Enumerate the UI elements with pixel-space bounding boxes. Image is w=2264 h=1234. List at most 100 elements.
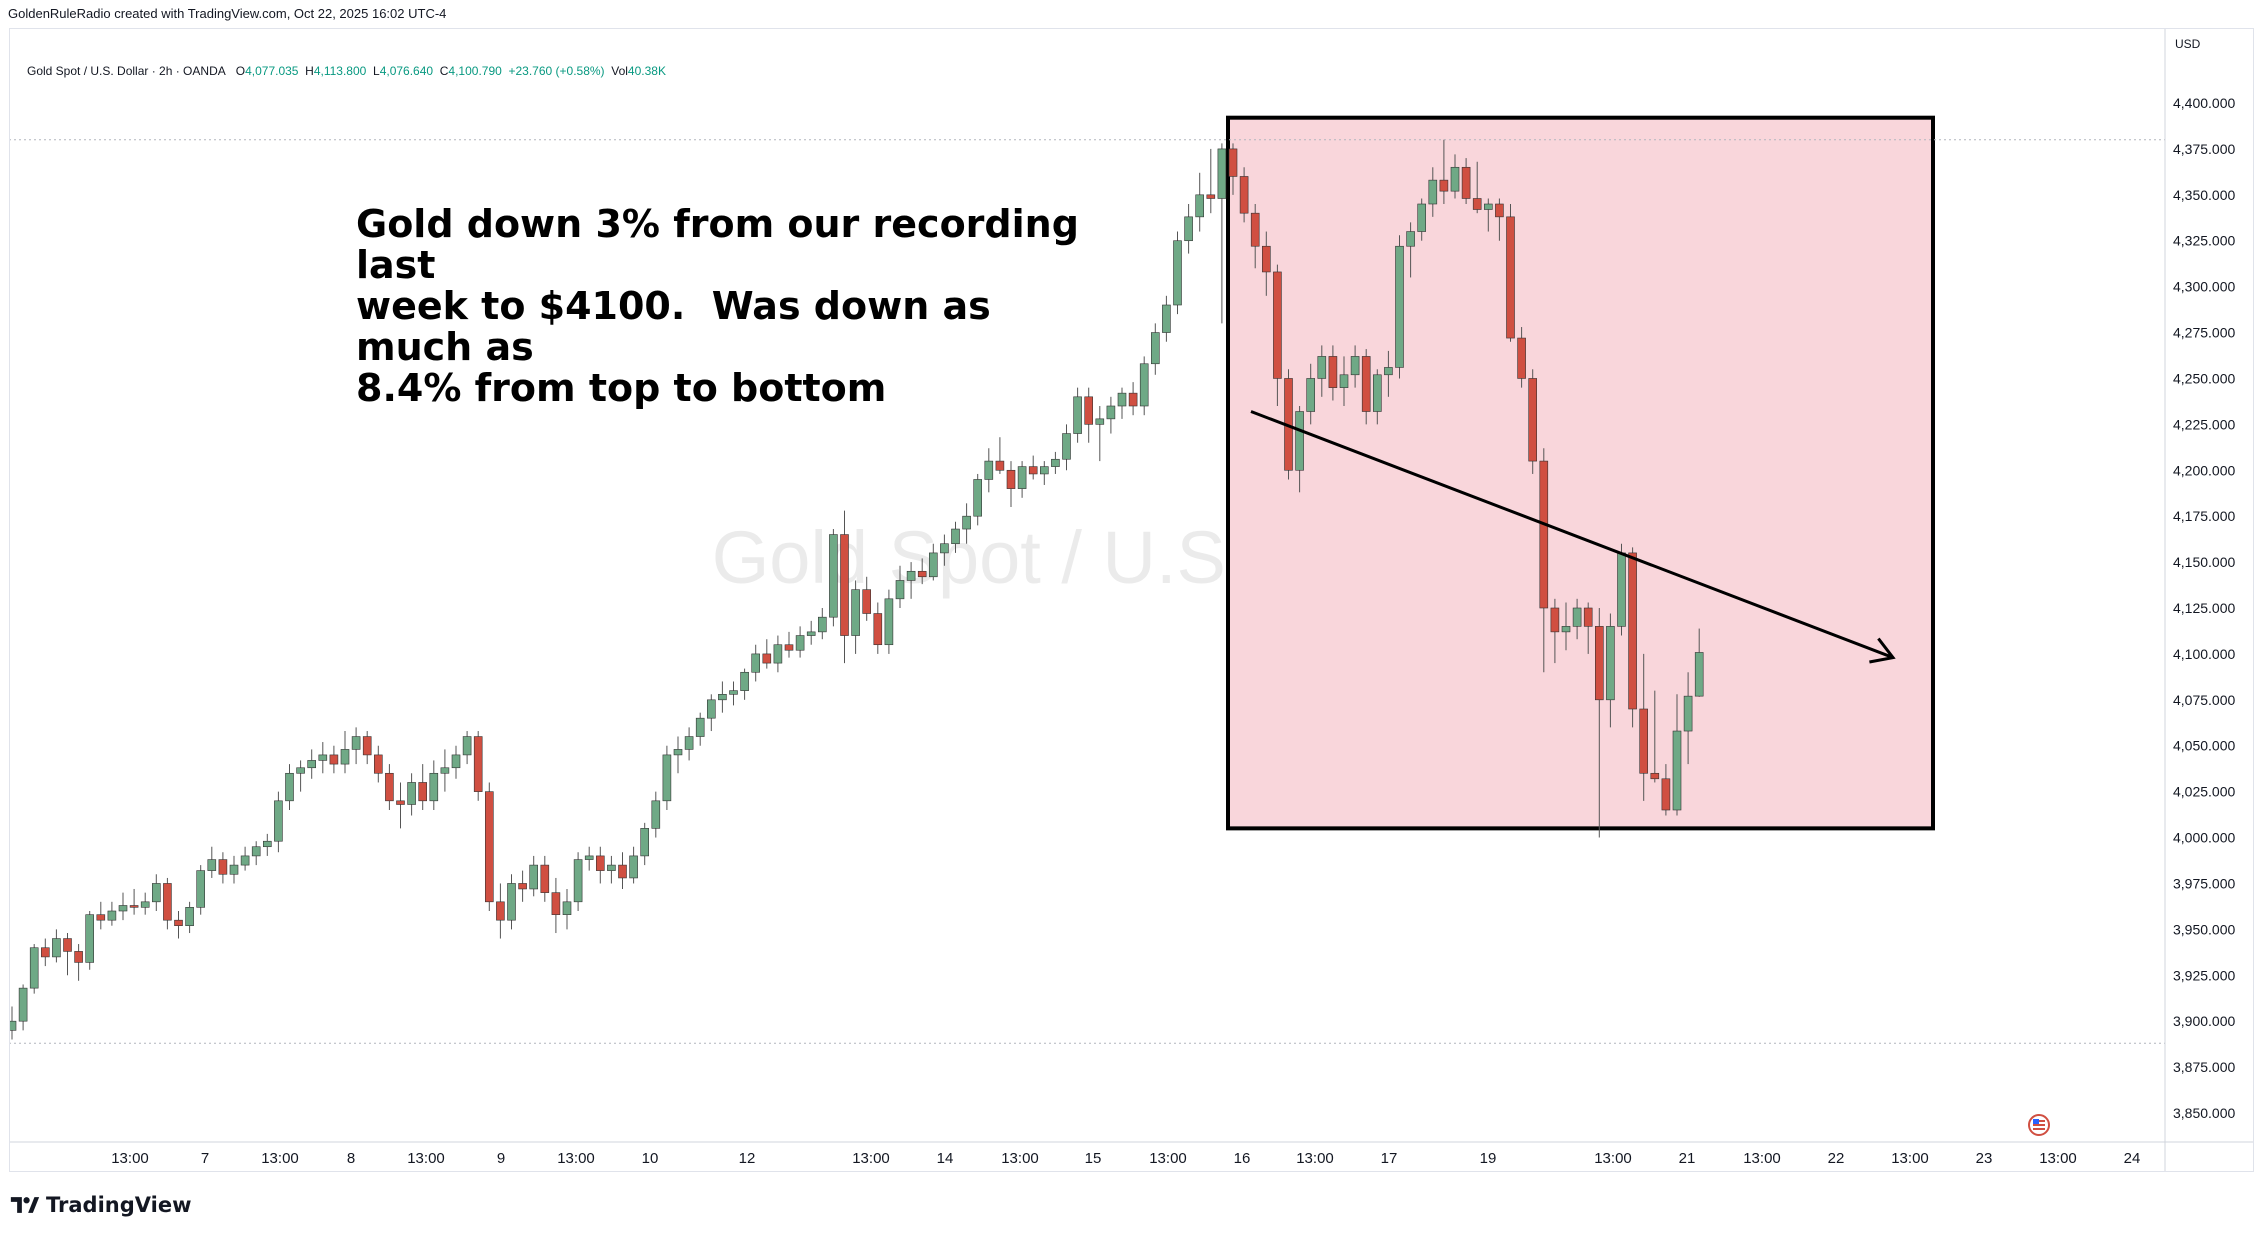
highlight-box	[1226, 115, 1935, 831]
price-tick-4: 3,950.000	[2173, 921, 2235, 937]
chart-outline	[9, 28, 2254, 1172]
trend-arrow-head	[1869, 637, 1896, 664]
price-tick-3: 3,925.000	[2173, 967, 2235, 983]
price-tick-8: 4,050.000	[2173, 738, 2235, 754]
candle-50	[562, 901, 572, 915]
reference-lines	[9, 139, 2165, 1044]
candlestick-chart[interactable]: Gold Spot / U.S. Dollar USD 3,850.0003,8…	[9, 28, 2254, 1178]
price-tick-5: 3,975.000	[2173, 875, 2235, 891]
candle-137	[1528, 378, 1537, 462]
candle-52	[584, 855, 594, 860]
candle-84	[940, 543, 949, 554]
candle-127	[1417, 203, 1426, 232]
time-tick-3: 8	[347, 1150, 355, 1167]
candle-16	[185, 907, 194, 926]
time-tick-0: 13:00	[111, 1150, 149, 1167]
legend-low: 4,076.640	[379, 64, 434, 78]
candle-22	[251, 846, 261, 857]
candle-114	[1273, 271, 1282, 379]
candle-110	[1228, 148, 1238, 177]
candle-57	[640, 828, 650, 857]
candle-9	[107, 910, 117, 921]
candle-151	[1683, 695, 1693, 732]
candle-75	[840, 534, 849, 636]
chart-frame: Gold Spot / U.S. Dollar USD 3,850.000 3,8…	[9, 28, 2254, 1178]
candle-150	[1672, 730, 1682, 811]
time-tick-15: 13:00	[1296, 1150, 1334, 1167]
candle-85	[951, 528, 960, 545]
candle-23	[263, 840, 272, 848]
candle-18	[207, 859, 217, 871]
time-axis[interactable]: 13:00 7 13:00 8 13:00 9 13:00 10 12 13:00 14 13:00 1…	[111, 1150, 2140, 1167]
candle-73	[817, 616, 827, 633]
candle-86	[962, 515, 971, 530]
candle-29	[329, 754, 339, 765]
price-axis[interactable]: 3,850.000 3,875.000 3,900.000 3,925.000 3,95…	[2173, 95, 2235, 1121]
time-tick-17: 19	[1480, 1150, 1497, 1167]
candle-17	[196, 870, 205, 908]
price-tick-19: 4,325.000	[2173, 233, 2235, 249]
candle-24	[274, 800, 283, 842]
candle-67	[751, 653, 761, 673]
candle-125	[1395, 245, 1404, 368]
candle-47	[529, 864, 539, 890]
candle-45	[507, 883, 516, 921]
time-tick-11: 13:00	[1001, 1150, 1039, 1167]
candle-12	[140, 901, 150, 908]
candle-56	[629, 855, 638, 879]
legend-close: 4,100.790	[448, 64, 502, 78]
legend-change: +23.760 (+0.58%)	[508, 64, 605, 78]
candle-27	[307, 760, 317, 769]
candle-77	[862, 589, 872, 614]
time-tick-25: 24	[2124, 1150, 2141, 1167]
candle-7	[85, 914, 94, 963]
candle-111	[1239, 176, 1249, 214]
price-tick-14: 4,200.000	[2173, 462, 2235, 478]
chart-credit: GoldenRuleRadio created with TradingView…	[8, 6, 447, 21]
candle-64	[718, 694, 727, 701]
candle-107	[1195, 194, 1204, 218]
candle-4	[52, 938, 61, 958]
annotation-text: Gold down 3% from our recording last wee…	[356, 202, 1079, 410]
candle-65	[729, 690, 738, 695]
tradingview-brand[interactable]: TradingView	[46, 1193, 192, 1217]
us-flag-icon[interactable]	[2028, 1114, 2050, 1136]
price-tick-16: 4,250.000	[2173, 370, 2235, 386]
price-tick-0: 3,850.000	[2173, 1105, 2235, 1121]
candle-136	[1517, 337, 1526, 379]
candle-118	[1317, 356, 1327, 379]
candle-138	[1539, 460, 1549, 609]
candle-69	[773, 644, 783, 664]
time-tick-6: 13:00	[557, 1150, 595, 1167]
time-tick-20: 13:00	[1743, 1150, 1781, 1167]
candle-132	[1472, 198, 1482, 210]
candle-121	[1350, 356, 1360, 376]
candle-8	[96, 914, 106, 921]
price-tick-15: 4,225.000	[2173, 416, 2235, 432]
currency-label: USD	[2175, 37, 2201, 51]
candle-21	[240, 855, 250, 866]
legend-vol-label: Vol	[611, 64, 628, 78]
candle-83	[928, 552, 938, 578]
price-tick-1: 3,875.000	[2173, 1059, 2235, 1075]
candle-95	[1062, 433, 1071, 460]
candle-0	[9, 1020, 17, 1031]
candle-148	[1650, 772, 1660, 780]
candle-3	[40, 947, 50, 958]
legend-close-label: C	[439, 64, 449, 78]
time-tick-19: 21	[1679, 1150, 1696, 1167]
time-tick-13: 13:00	[1149, 1150, 1187, 1167]
candle-147	[1639, 708, 1648, 774]
time-tick-16: 17	[1381, 1150, 1398, 1167]
price-tick-13: 4,175.000	[2173, 508, 2235, 524]
candle-105	[1173, 240, 1182, 306]
trend-arrow	[1250, 410, 1896, 664]
candle-42	[473, 736, 483, 792]
candle-100	[1117, 392, 1127, 407]
candle-10	[118, 905, 128, 912]
candle-103	[1151, 332, 1160, 365]
tradingview-logo-icon[interactable]	[10, 1194, 40, 1216]
candle-13	[152, 883, 161, 903]
time-tick-18: 13:00	[1594, 1150, 1632, 1167]
candle-139	[1550, 607, 1560, 633]
